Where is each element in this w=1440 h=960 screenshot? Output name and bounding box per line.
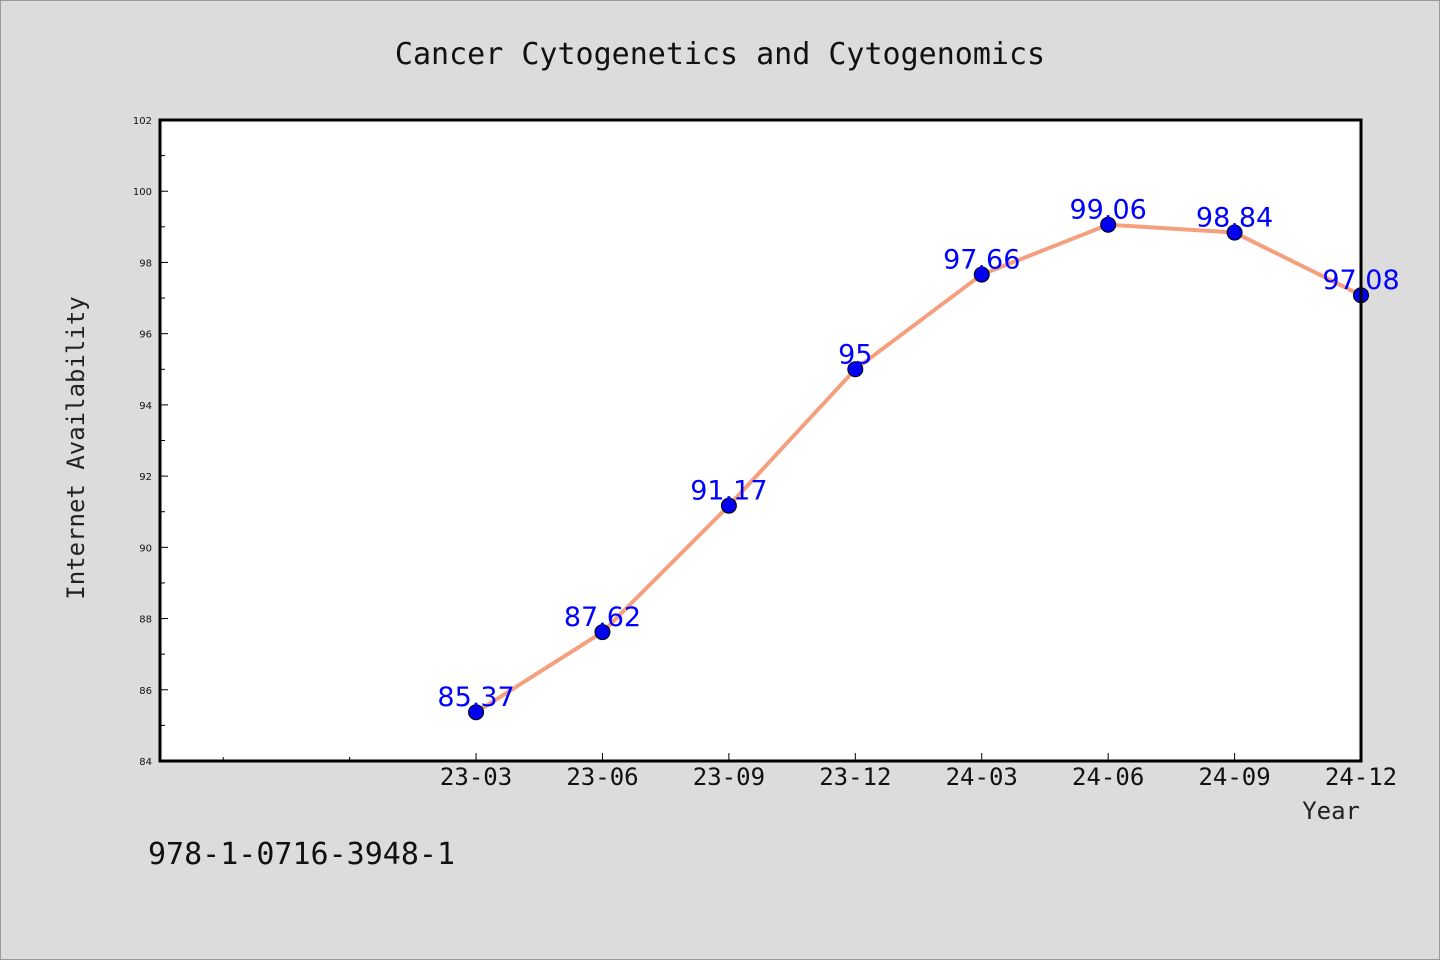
data-point [847, 361, 864, 378]
data-label: 85.37 [437, 682, 514, 713]
x-tick-label: 23-03 [440, 763, 512, 791]
data-point [1226, 224, 1243, 241]
x-axis-label: Year [1302, 797, 1360, 825]
x-tick-label: 24-12 [1325, 763, 1397, 791]
data-label: 91.17 [690, 476, 767, 507]
x-tick-label: 24-06 [1072, 763, 1144, 791]
data-point [720, 497, 737, 514]
data-label: 98.84 [1196, 203, 1273, 234]
x-tick-label: 24-03 [946, 763, 1018, 791]
y-tick-label: 102 [133, 116, 152, 127]
y-tick-label: 96 [139, 330, 152, 341]
chart-title: Cancer Cytogenetics and Cytogenomics [395, 37, 1045, 72]
isbn-label: 978-1-0716-3948-1 [148, 837, 455, 872]
x-tick-label: 23-09 [693, 763, 765, 791]
y-tick-label: 98 [139, 258, 152, 269]
y-tick-label: 100 [133, 187, 152, 198]
plot-area [160, 120, 1361, 761]
series-line [474, 222, 1363, 715]
plot-border [158, 118, 1363, 763]
y-tick-label: 84 [139, 757, 152, 768]
data-label: 87.62 [564, 602, 641, 633]
y-tick-label: 86 [139, 686, 152, 697]
y-tick-label: 92 [139, 472, 152, 483]
y-axis-label: Internet Availability [62, 296, 90, 599]
x-tick-label: 24-09 [1198, 763, 1270, 791]
x-tick-label: 23-06 [566, 763, 638, 791]
data-label: 97.66 [943, 245, 1020, 276]
data-point [973, 266, 990, 283]
y-tick-label: 94 [139, 401, 152, 412]
data-point [468, 704, 485, 721]
data-label: 99.06 [1070, 195, 1147, 226]
y-tick-label: 88 [139, 615, 152, 626]
x-tick-label: 23-12 [819, 763, 891, 791]
data-point [1100, 216, 1117, 233]
data-point [594, 624, 611, 641]
y-tick-label: 90 [139, 543, 152, 554]
data-label: 95 [838, 339, 872, 370]
